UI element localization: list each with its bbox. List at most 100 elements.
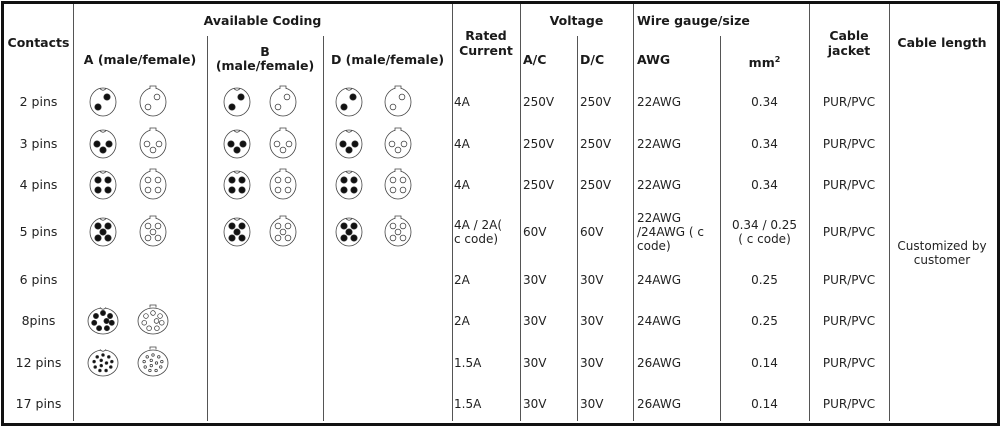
cell-rated: 2A (454, 314, 470, 328)
pin-female (149, 146, 157, 154)
pin-male (228, 234, 236, 242)
pin-female (154, 325, 160, 331)
pin-female (399, 222, 407, 230)
pin-female (151, 353, 155, 357)
pin-female (144, 234, 152, 242)
pin-female (154, 176, 162, 184)
cell-awg: 22AWG (637, 137, 681, 151)
pin-female (284, 176, 292, 184)
pin-male (104, 186, 112, 194)
pin-male (104, 234, 112, 242)
connector-d-female-icon (384, 127, 412, 159)
pin-female (389, 234, 397, 242)
pin-male (227, 140, 235, 148)
cell-dc: 30V (580, 356, 604, 370)
connector-a-female-icon (139, 127, 167, 159)
cell-jacket: PUR/PVC (822, 95, 876, 109)
pin-female (154, 234, 162, 242)
pin-male (340, 222, 348, 230)
header-voltage: Voltage (549, 13, 604, 28)
cell-awg: 26AWG (637, 397, 681, 411)
pin-female (388, 140, 396, 148)
header-coding-d: D (male/female) (330, 52, 445, 67)
cell-dc: 250V (580, 137, 612, 151)
divider (73, 4, 74, 421)
pin-female (144, 103, 152, 111)
pin-female (148, 368, 152, 373)
pin-male (228, 176, 236, 184)
pin-male (94, 222, 102, 230)
cell-mm2: 0.14 (751, 356, 778, 370)
connector-b-male-icon (223, 129, 251, 159)
pin-female (394, 228, 402, 236)
pin-male (109, 365, 113, 369)
header-rated-current: Rated Current (459, 28, 513, 58)
cell-jacket: PUR/PVC (822, 225, 876, 239)
connector-d-male-icon (335, 87, 363, 117)
pin-male (345, 228, 353, 236)
cell-ac: 30V (523, 273, 547, 287)
pin-male (104, 222, 112, 230)
pin-female (389, 186, 397, 194)
pin-female (394, 146, 402, 154)
cell-jacket: PUR/PVC (822, 397, 876, 411)
pin-male (228, 103, 236, 111)
cell-contacts: 6 pins (19, 272, 58, 287)
cell-mm2: 0.14 (751, 397, 778, 411)
cell-rated: 4A / 2A( c code) (454, 218, 503, 246)
pin-female (399, 234, 407, 242)
divider (323, 36, 324, 421)
pin-female (285, 140, 293, 148)
pin-male (99, 363, 104, 368)
cell-dc: 60V (580, 225, 604, 239)
pin-male (340, 234, 348, 242)
pin-male (350, 222, 358, 230)
pin-female (273, 140, 281, 148)
connector-d-male-icon (335, 217, 363, 247)
pin-male (104, 176, 112, 184)
pin-female (149, 358, 153, 363)
pin-female (274, 176, 282, 184)
connector-d-female-icon (384, 85, 412, 117)
connector-a-female-icon (139, 215, 167, 247)
header-ac: A/C (523, 52, 547, 67)
pin-male (233, 146, 241, 154)
cell-dc: 250V (580, 95, 612, 109)
header-contacts: Contacts (7, 35, 70, 50)
divider (452, 4, 453, 421)
connector-d-male-icon (335, 129, 363, 159)
pin-female (389, 176, 397, 184)
pin-male (238, 234, 246, 242)
connector-d-male-icon (335, 170, 363, 200)
divider (720, 36, 721, 421)
cell-mm2: 0.34 (751, 137, 778, 151)
pin-female (149, 228, 157, 236)
cell-jacket: PUR/PVC (822, 178, 876, 192)
header-coding-a: A (male/female) (83, 52, 197, 67)
pin-male (228, 222, 236, 230)
cell-rated: 4A (454, 95, 470, 109)
connector-b-male-icon (223, 87, 251, 117)
pin-male (98, 368, 102, 373)
pin-male (93, 365, 97, 369)
divider (633, 4, 634, 421)
pin-female (154, 186, 162, 194)
cell-contacts: 5 pins (19, 224, 58, 239)
cell-contacts: 3 pins (19, 136, 58, 151)
pin-female (155, 140, 163, 148)
pin-female (144, 222, 152, 230)
connector-a-female-icon (139, 168, 167, 200)
connector-d-female-icon (384, 215, 412, 247)
pin-female (154, 361, 159, 365)
header-cable-jacket: Cable jacket (827, 28, 871, 58)
connector-a-male-icon (87, 307, 119, 335)
pin-male (108, 319, 115, 326)
pin-female (143, 365, 147, 369)
pin-female (279, 228, 287, 236)
connector-d-female-icon (384, 168, 412, 200)
pin-female (153, 93, 161, 101)
pin-female (274, 234, 282, 242)
connector-b-female-icon (269, 85, 297, 117)
pin-female (284, 234, 292, 242)
pin-female (142, 360, 146, 364)
